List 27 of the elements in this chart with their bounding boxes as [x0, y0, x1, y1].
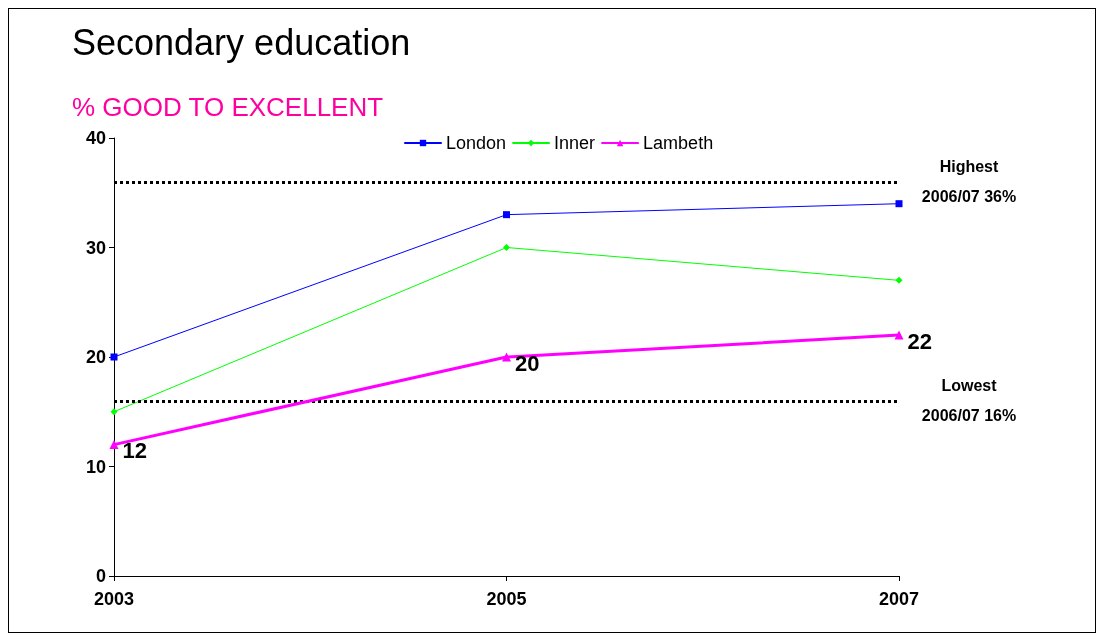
legend-label: London [446, 133, 507, 153]
point [894, 330, 904, 340]
y-tick-label: 40 [85, 128, 106, 148]
point [895, 200, 903, 208]
data-label: 22 [907, 328, 932, 354]
data-label: 20 [515, 350, 540, 376]
point [503, 244, 510, 251]
x-tick-label: 2007 [878, 589, 920, 609]
legend-label: Lambeth [643, 133, 714, 153]
chart-subtitle: % GOOD TO EXCELLENT [72, 92, 384, 122]
x-tick-label: 2005 [486, 589, 527, 609]
point [503, 211, 510, 219]
ref-line-label: Lowest 2006/07 16% [921, 377, 1017, 425]
legend-label: Inner [554, 133, 596, 153]
y-tick-label: 0 [95, 566, 106, 586]
x-tick-label: 2003 [93, 589, 135, 609]
chart-title: Secondary education [72, 21, 411, 63]
point [110, 408, 118, 416]
data-label: 12 [122, 438, 147, 464]
point [502, 352, 511, 362]
y-tick-label: 30 [85, 237, 106, 258]
y-tick-label: 10 [85, 456, 106, 477]
y-tick-label: 20 [85, 347, 106, 367]
ref-line-label: Highest 2006/07 36% [921, 158, 1017, 206]
point [895, 276, 903, 284]
point [110, 353, 118, 361]
point [109, 440, 119, 450]
